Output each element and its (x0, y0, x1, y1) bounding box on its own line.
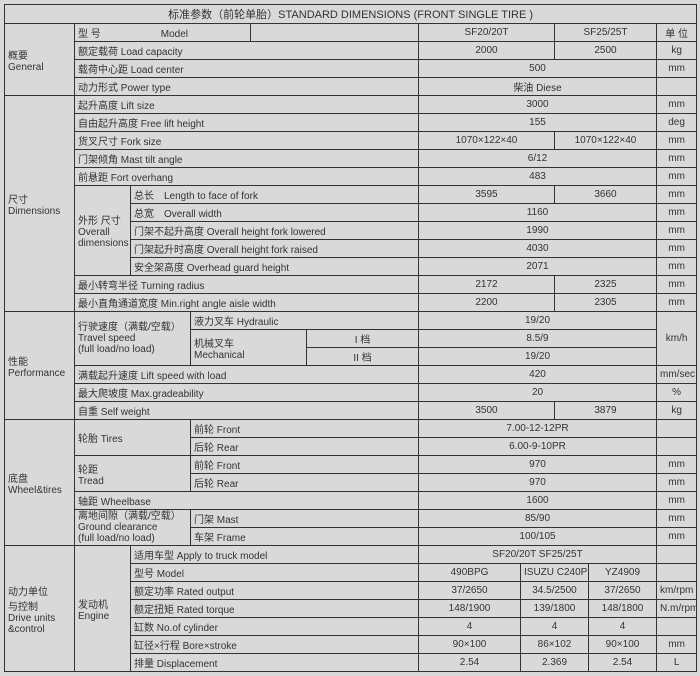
val-loadcap1: 2000 (419, 42, 555, 60)
lbl-tread: 轮距Tread (75, 456, 191, 492)
lbl-lift: 起升高度 Lift size (75, 96, 419, 114)
lbl-loadcap: 额定载荷 Load capacity (75, 42, 419, 60)
val-loadcen: 500 (419, 60, 657, 78)
lbl-ptype: 动力形式 Power type (75, 78, 419, 96)
section-wheels: 底盘Wheel&tires (5, 420, 75, 546)
lbl-selfweight: 自重 Self weight (75, 402, 419, 420)
spec-table: 标准参数（前轮单胎）STANDARD DIMENSIONS (FRONT SIN… (4, 4, 697, 672)
lbl-aisle: 最小直角通道宽度 Min.right angle aisle width (75, 294, 419, 312)
lbl-overhang: 前悬距 Fort overhang (75, 168, 419, 186)
lbl-tires: 轮胎 Tires (75, 420, 191, 456)
val-ptype: 柴油 Diese (419, 78, 657, 96)
lbl-clearance: 离地间隙（满载/空载）Ground clearance(full load/no… (75, 510, 191, 546)
lbl-free: 自由起升高度 Free lift height (75, 114, 419, 132)
col-unit: 单 位 (657, 24, 697, 42)
lbl-cyl: 缸数 No.of cylinder (131, 618, 419, 636)
lbl-bore: 缸径×行程 Bore×stroke (131, 636, 419, 654)
lbl-liftspeed: 满载起升速度 Lift speed with load (75, 366, 419, 384)
lbl-fork: 货叉尺寸 Fork size (75, 132, 419, 150)
section-dimensions: 尺寸Dimensions (5, 96, 75, 312)
lbl-tilt: 门架倾角 Mast tilt angle (75, 150, 419, 168)
lbl-disp: 排量 Displacement (131, 654, 419, 672)
lbl-torque: 额定扭矩 Rated torque (131, 600, 419, 618)
lbl-loadcen: 载荷中心距 Load center (75, 60, 419, 78)
lbl-travelspeed: 行驶速度（满载/空载）Travel speed(full load/no loa… (75, 312, 191, 366)
col-m2: SF25/25T (555, 24, 657, 42)
lbl-wheelbase: 轴距 Wheelbase (75, 492, 419, 510)
section-drive: 动力单位与控制Drive units&control (5, 546, 75, 672)
section-performance: 性能Performance (5, 312, 75, 420)
lbl-grade: 最大爬坡度 Max.gradeability (75, 384, 419, 402)
section-general: 概要General (5, 24, 75, 96)
lbl-output: 额定功率 Rated output (131, 582, 419, 600)
col-m1: SF20/20T (419, 24, 555, 42)
lbl-apply: 适用车型 Apply to truck model (131, 546, 419, 564)
lbl-engine: 发动机Engine (75, 546, 131, 672)
lbl-model: 型 号 Model (75, 24, 251, 42)
lbl-overall-dim: 外形 尺寸Overalldimensions (75, 186, 131, 276)
lbl-turnrad: 最小转弯半径 Turning radius (75, 276, 419, 294)
table-title: 标准参数（前轮单胎）STANDARD DIMENSIONS (FRONT SIN… (5, 5, 697, 24)
lbl-emodel: 型号 Model (131, 564, 419, 582)
val-loadcap2: 2500 (555, 42, 657, 60)
